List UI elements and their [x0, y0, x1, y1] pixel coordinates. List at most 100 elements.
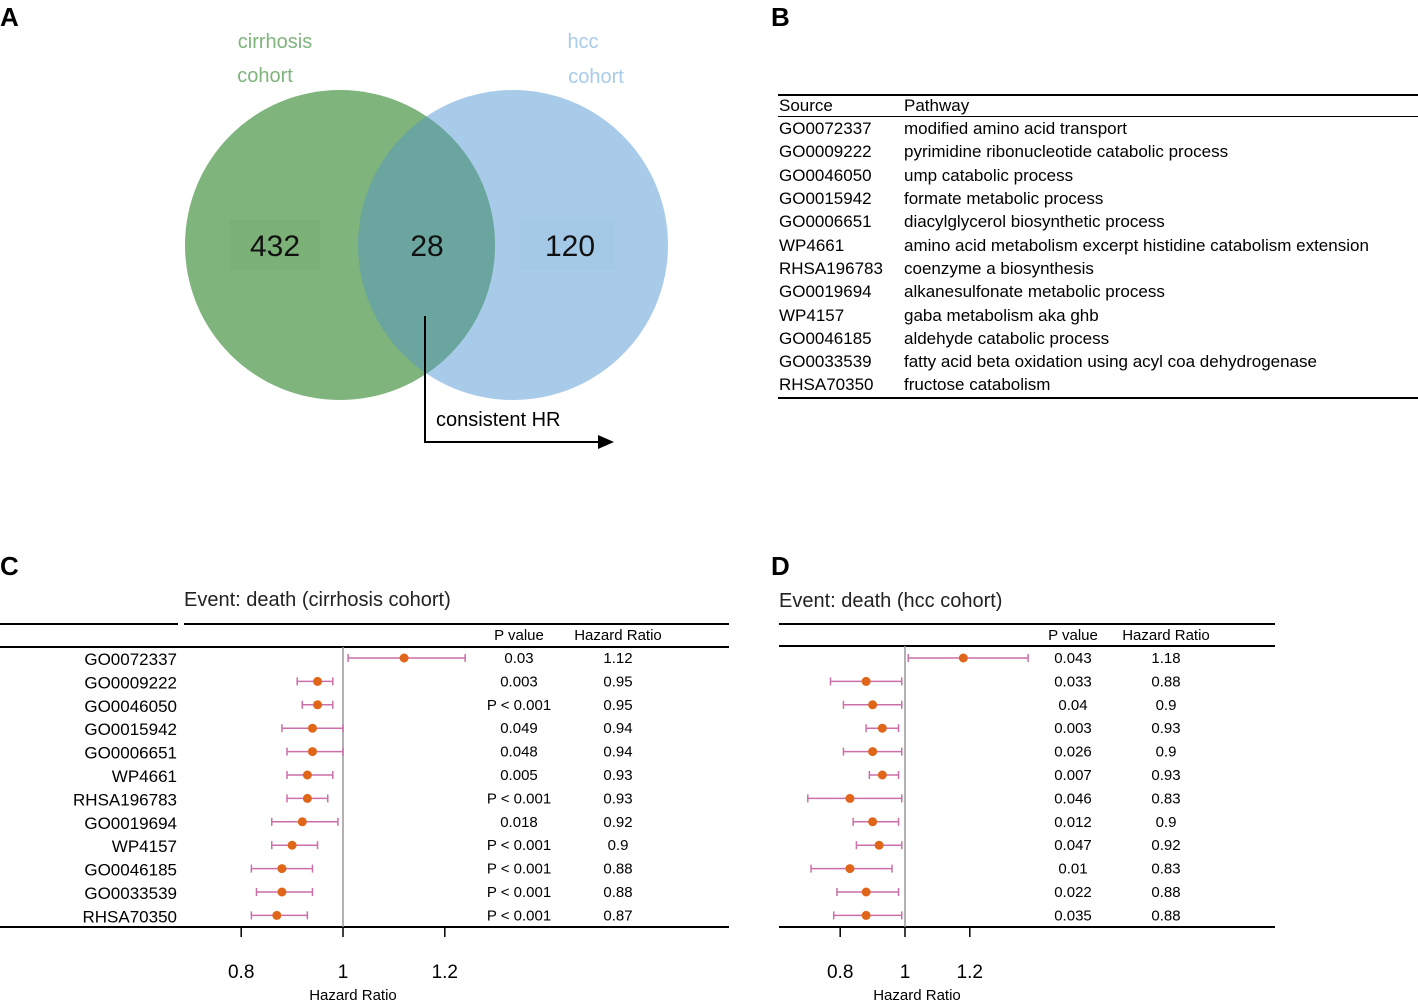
source-cell: GO0046050: [779, 165, 872, 185]
source-cell: GO0015942: [779, 189, 872, 209]
panel-label-a: A: [0, 2, 19, 32]
hr-point: [861, 887, 871, 897]
x-axis-label: Hazard Ratio: [873, 987, 961, 1001]
hr-point: [874, 840, 884, 850]
hr-point: [313, 700, 323, 710]
source-cell: RHSA196783: [779, 258, 883, 278]
hazard-ratio-cell: 0.94: [603, 720, 632, 737]
hazard-ratio-cell: 0.95: [603, 673, 632, 690]
pvalue-cell: 0.046: [1054, 790, 1092, 807]
forest-plot-cirrhosis: Event: death (cirrhosis cohort) P value Ha…: [0, 589, 729, 1001]
hr-point: [287, 840, 297, 850]
pvalue-cell: 0.007: [1054, 767, 1092, 784]
row-label: GO0019694: [84, 814, 177, 833]
pvalue-cell: 0.035: [1054, 907, 1092, 924]
table-row: RHSA196783 coenzyme a biosynthesis: [778, 257, 1418, 280]
x-tick-label: 0.8: [827, 962, 853, 983]
hazard-ratio-cell: 0.93: [603, 767, 632, 784]
pathway-table: Source Pathway GO0072337 modified amino a…: [778, 94, 1418, 399]
forest-title: Event: death (cirrhosis cohort): [184, 589, 451, 611]
table-row: WP4157 gaba metabolism aka ghb: [778, 303, 1418, 326]
hazard-ratio-cell: 0.9: [1156, 814, 1177, 831]
pvalue-cell: P < 0.001: [487, 697, 551, 714]
hazard-ratio-cell: 0.9: [1156, 744, 1177, 761]
pvalue-cell: 0.003: [1054, 720, 1092, 737]
hr-point: [861, 676, 871, 686]
panel-label-c: C: [0, 551, 19, 581]
hazard-ratio-cell: 0.92: [603, 814, 632, 831]
row-label: GO0009222: [84, 673, 177, 692]
pvalue-cell: 0.03: [504, 650, 533, 667]
source-cell: WP4661: [779, 235, 845, 255]
table-row: GO0033539 fatty acid beta oxidation using…: [778, 350, 1418, 373]
forest-title: Event: death (hcc cohort): [779, 590, 1002, 612]
hazard-ratio-cell: 1.18: [1151, 650, 1180, 667]
row-label: GO0046185: [84, 861, 177, 880]
pvalue-cell: P < 0.001: [487, 907, 551, 924]
pvalue-cell: P < 0.001: [487, 861, 551, 878]
pathway-cell: modified amino acid transport: [904, 119, 1128, 139]
pvalue-header: P value: [494, 627, 544, 644]
pvalue-cell: 0.003: [500, 673, 538, 690]
hazard-ratio-cell: 0.88: [1151, 907, 1180, 924]
venn-intersection-count: 28: [410, 230, 443, 263]
table-row: GO0046050 ump catabolic process: [778, 164, 1418, 187]
hazard-ratio-cell: 0.94: [603, 744, 632, 761]
header-pathway: Pathway: [903, 94, 1418, 117]
hr-point: [877, 770, 887, 780]
hr-point: [877, 723, 887, 733]
pvalue-cell: 0.047: [1054, 837, 1092, 854]
pathway-cell: pyrimidine ribonucleotide catabolic proc…: [904, 142, 1229, 162]
hr-point: [868, 817, 878, 827]
hazard-ratio-cell: 0.87: [603, 907, 632, 924]
hazard-ratio-header: Hazard Ratio: [1122, 627, 1210, 644]
hr-point: [845, 864, 855, 874]
pvalue-cell: 0.005: [500, 767, 538, 784]
row-label: GO0033539: [84, 884, 177, 903]
venn-right-count-bg: [520, 220, 615, 270]
hr-point: [307, 747, 317, 757]
hazard-ratio-cell: 0.88: [1151, 884, 1180, 901]
row-label: GO0015942: [84, 720, 177, 739]
pvalue-cell: 0.012: [1054, 814, 1092, 831]
consistent-hr-arrow-head: [598, 435, 614, 449]
pathway-cell: diacylglycerol biosynthetic process: [904, 212, 1165, 232]
pathway-cell: gaba metabolism aka ghb: [904, 305, 1099, 325]
table-row: GO0009222 pyrimidine ribonucleotide catab…: [778, 140, 1418, 163]
pathway-cell: fatty acid beta oxidation using acyl coa…: [904, 352, 1317, 372]
hazard-ratio-cell: 0.93: [1151, 767, 1180, 784]
hazard-ratio-cell: 0.83: [1151, 790, 1180, 807]
consistent-hr-arrow-line: [424, 316, 600, 443]
pathway-cell: fructose catabolism: [903, 373, 1418, 399]
hr-point: [302, 793, 312, 803]
hr-point: [277, 887, 287, 897]
pvalue-cell: 0.018: [500, 814, 538, 831]
hr-point: [845, 793, 855, 803]
hazard-ratio-cell: 0.93: [1151, 720, 1180, 737]
hr-point: [297, 817, 307, 827]
header-source: Source: [778, 94, 903, 117]
source-cell: GO0033539: [779, 352, 872, 372]
venn-right-label-2: cohort: [568, 66, 624, 88]
row-label: RHSA70350: [82, 907, 177, 926]
venn-left-label-2: cohort: [237, 65, 293, 87]
table-row: WP4661 amino acid metabolism excerpt hist…: [778, 233, 1418, 256]
pvalue-cell: 0.033: [1054, 673, 1092, 690]
panel-label-b: B: [771, 2, 790, 32]
venn-left-label-1: cirrhosis: [238, 31, 312, 53]
pathway-cell: coenzyme a biosynthesis: [904, 258, 1094, 278]
x-tick-label: 1.2: [957, 962, 983, 983]
venn-right-count: 120: [545, 230, 595, 263]
pvalue-cell: 0.026: [1054, 744, 1092, 761]
pathway-table-header: Source Pathway: [778, 94, 1418, 117]
pvalue-cell: P < 0.001: [487, 884, 551, 901]
hr-point: [958, 653, 968, 663]
hr-point: [277, 864, 287, 874]
pathway-cell: ump catabolic process: [904, 165, 1074, 185]
hr-point: [307, 723, 317, 733]
table-row: GO0006651 diacylglycerol biosynthetic pro…: [778, 210, 1418, 233]
pvalue-cell: 0.04: [1058, 697, 1087, 714]
hr-point: [313, 676, 323, 686]
source-cell: GO0046185: [779, 328, 872, 348]
